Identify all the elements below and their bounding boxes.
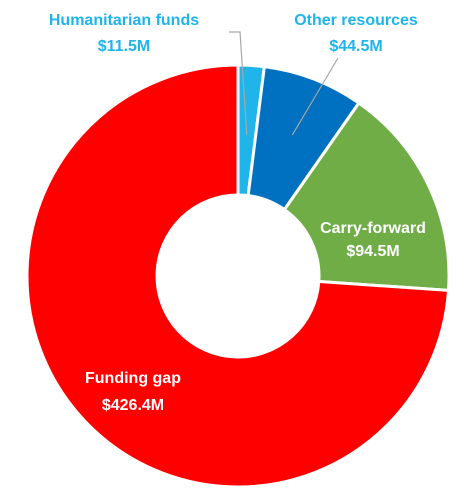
leader-line-other-resources	[291, 57, 339, 136]
label-funding-gap-name: Funding gap	[85, 370, 181, 387]
label-humanitarian-funds-name: Humanitarian funds	[49, 12, 199, 29]
leader-line-humanitarian-funds	[229, 31, 248, 136]
label-other-resources-value: $44.5M	[329, 38, 382, 55]
label-funding-gap-value: $426.4M	[102, 397, 164, 414]
label-carry-forward-value: $94.5M	[346, 243, 399, 260]
slice-funding-gap	[25, 63, 451, 489]
label-humanitarian-funds-value: $11.5M	[98, 38, 150, 55]
label-other-resources-name: Other resources	[294, 12, 418, 29]
label-carry-forward-name: Carry-forward	[320, 220, 426, 237]
slice-carry-forward	[282, 101, 451, 292]
